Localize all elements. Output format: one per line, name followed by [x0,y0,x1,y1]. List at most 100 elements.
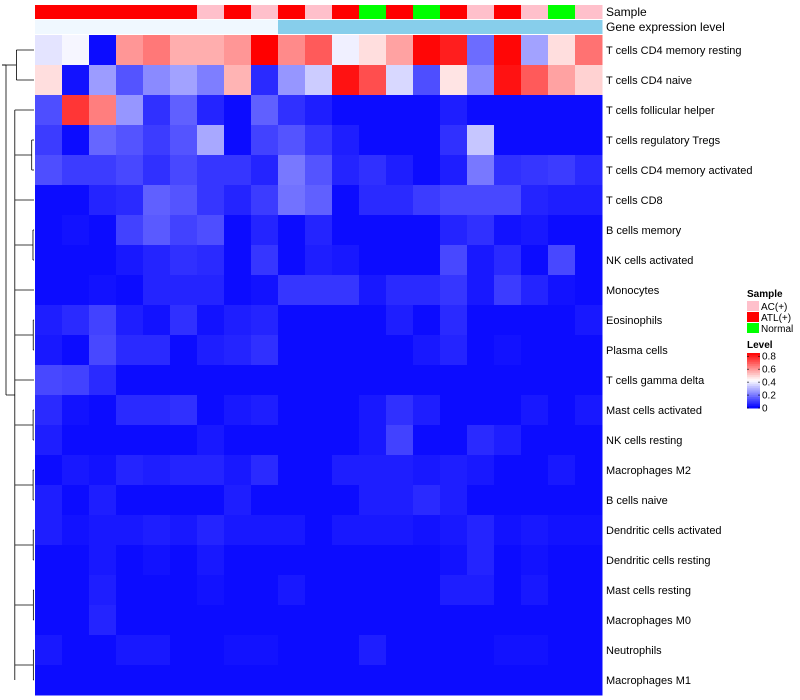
heatmap-cell [116,155,144,186]
heatmap-cell [359,35,387,66]
level-legend-gradient-step [747,395,760,398]
heatmap-cell [143,155,171,186]
heatmap-cell [116,185,144,216]
heatmap-cell [467,575,495,606]
annotation-cell [521,5,549,19]
heatmap-cell [332,215,360,246]
heatmap-cell [440,335,468,366]
heatmap-cell [62,185,90,216]
annotation-cell [413,20,441,34]
heatmap-cell [251,95,279,126]
heatmap-cell [386,665,414,696]
heatmap-cell [359,665,387,696]
row-label: Eosinophils [606,315,663,327]
heatmap-cell [143,425,171,456]
heatmap-cell [143,215,171,246]
heatmap-cell [35,665,63,696]
heatmap-cell [35,545,63,576]
heatmap-cell [332,245,360,276]
heatmap-cell [494,605,522,636]
heatmap-cell [170,305,198,336]
heatmap-cell [548,485,576,516]
heatmap-cell [143,485,171,516]
heatmap-cell [224,305,252,336]
heatmap-cell [35,455,63,486]
heatmap-cell [143,365,171,396]
heatmap-cell [467,35,495,66]
annotation-cell [575,20,603,34]
heatmap-cell [332,575,360,606]
heatmap-cell [89,485,117,516]
heatmap-cell [278,335,306,366]
annotation-cell [548,20,576,34]
heatmap-cell [197,155,225,186]
heatmap-cell [278,605,306,636]
heatmap-cell [251,575,279,606]
heatmap-cell [305,95,333,126]
heatmap-cell [521,305,549,336]
annotation-cell [386,5,414,19]
annotation-cell [332,5,360,19]
heatmap-cell [278,665,306,696]
level-legend-gradient-step [747,400,760,403]
heatmap-cell [35,425,63,456]
heatmap-cell [359,65,387,96]
annotation-cell [35,5,63,19]
heatmap-cell [197,185,225,216]
heatmap-cell [467,485,495,516]
heatmap-cell [548,455,576,486]
level-legend-gradient-step [747,386,760,389]
heatmap-cell [548,275,576,306]
heatmap-cell [170,95,198,126]
heatmap-cell [224,125,252,156]
level-legend-gradient-step [747,398,760,402]
heatmap-cell [62,545,90,576]
heatmap-cell [440,665,468,696]
heatmap-cell [359,455,387,486]
heatmap-cell [116,395,144,426]
row-label: T cells gamma delta [606,375,705,387]
heatmap-cell [170,155,198,186]
heatmap-cell [278,575,306,606]
heatmap-cell [521,485,549,516]
heatmap-cell [143,635,171,666]
heatmap-cell [575,455,603,486]
heatmap-cell [143,665,171,696]
sample-legend-label: AC(+) [761,302,787,313]
row-label: T cells CD8 [606,195,663,207]
heatmap-cell [305,635,333,666]
heatmap-cell [62,665,90,696]
annotation-cell [413,5,441,19]
heatmap-cell [62,155,90,186]
heatmap-cell [35,125,63,156]
heatmap-cell [386,65,414,96]
heatmap-cell [251,305,279,336]
heatmap-cell [359,365,387,396]
heatmap-cell [494,665,522,696]
heatmap-cell [278,245,306,276]
annotation-cell [305,5,333,19]
heatmap-cell [521,35,549,66]
heatmap-cell [278,425,306,456]
heatmap-cell [62,65,90,96]
row-label: Monocytes [606,285,660,297]
heatmap-cell [548,125,576,156]
heatmap-cell [548,365,576,396]
heatmap-cell [116,515,144,546]
level-legend-gradient-step [747,375,760,378]
row-label: B cells memory [606,225,682,237]
heatmap-cell [332,35,360,66]
row-label: T cells CD4 memory resting [606,45,742,57]
level-legend-tick-label: 0.6 [762,365,776,376]
heatmap-cell [413,185,441,216]
heatmap-cell [224,575,252,606]
heatmap-cell [251,485,279,516]
heatmap-cell [89,365,117,396]
heatmap-cell [521,425,549,456]
heatmap-cell [359,95,387,126]
heatmap-cell [197,215,225,246]
heatmap-cell [467,455,495,486]
heatmap-cell [116,425,144,456]
heatmap-cell [224,335,252,366]
heatmap-cell [251,395,279,426]
